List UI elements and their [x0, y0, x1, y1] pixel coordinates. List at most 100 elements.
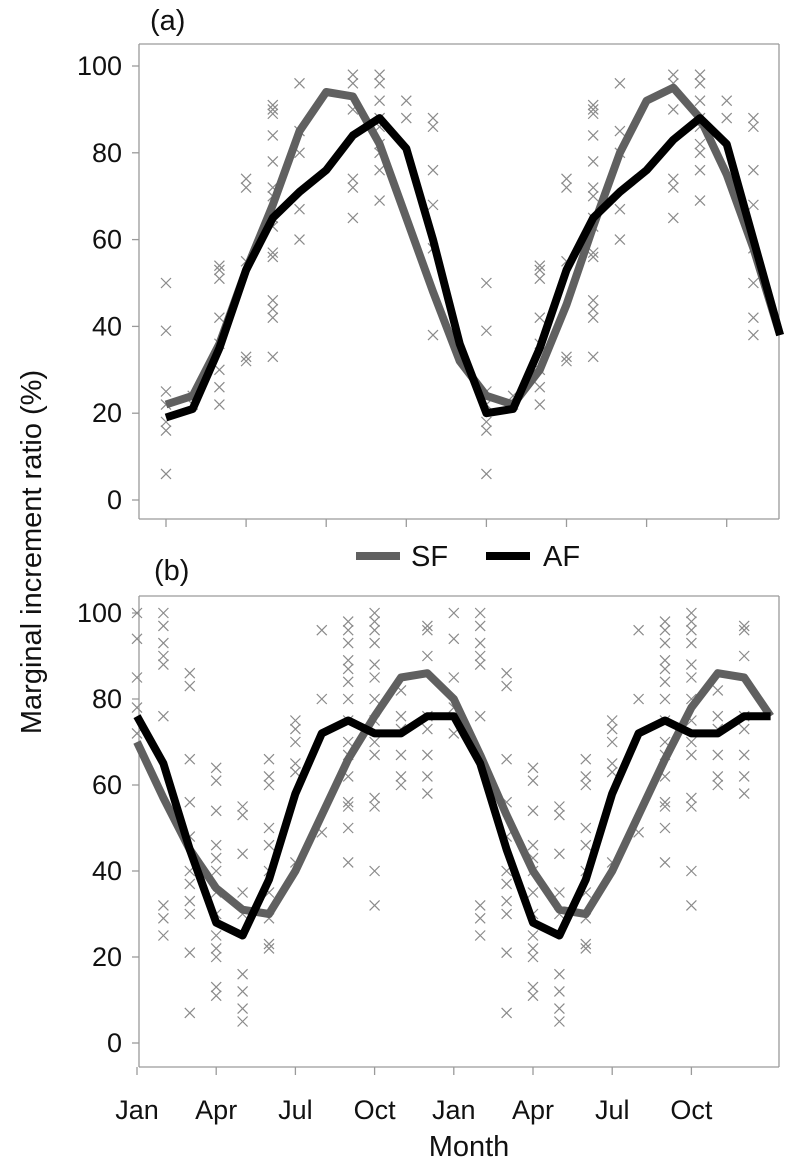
observation-point — [240, 355, 252, 367]
observation-point — [527, 775, 539, 787]
observation-point — [184, 895, 196, 907]
observation-point — [427, 329, 439, 341]
observation-point — [606, 715, 618, 726]
x-axis-tick-labels: Jan Apr Jul Oct Jan Apr Jul Oct — [115, 1095, 713, 1125]
observation-point — [267, 247, 279, 259]
observation-point — [157, 659, 169, 671]
observation-point — [213, 381, 225, 393]
observation-point — [421, 650, 433, 662]
observation-point — [237, 809, 249, 821]
observation-point — [685, 801, 697, 812]
observation-point — [480, 425, 492, 436]
observation-point — [395, 770, 407, 782]
observation-point — [501, 680, 513, 692]
observation-point — [685, 607, 697, 619]
observation-point — [747, 112, 759, 124]
observation-point — [347, 182, 359, 193]
observation-point — [184, 796, 196, 808]
observation-point — [448, 672, 460, 683]
x-tick-label: Jan — [115, 1095, 159, 1125]
observation-point — [474, 659, 486, 671]
observation-point — [685, 624, 697, 636]
observation-point — [480, 468, 492, 480]
observation-point — [694, 69, 706, 81]
observation-point — [267, 312, 279, 324]
observation-point — [553, 887, 565, 898]
observation-point — [342, 801, 354, 812]
series-line-sf — [133, 669, 774, 918]
observation-point — [553, 968, 565, 980]
observation-point — [480, 277, 492, 289]
observation-point — [213, 364, 225, 376]
observation-point — [587, 156, 599, 167]
observation-point — [667, 69, 679, 81]
observation-point — [685, 736, 697, 748]
observation-point — [587, 312, 599, 324]
observation-point — [606, 766, 618, 778]
panel-b-observations — [131, 607, 750, 1027]
observation-point — [374, 164, 386, 176]
observation-point — [474, 930, 486, 941]
observation-point — [527, 805, 539, 817]
observation-point — [369, 693, 381, 705]
observation-point — [374, 195, 386, 206]
observation-point — [131, 607, 143, 619]
observation-point — [395, 710, 407, 722]
observation-point — [369, 607, 381, 619]
observation-point — [553, 1016, 565, 1027]
observation-point — [421, 624, 433, 636]
observation-point — [580, 770, 592, 782]
x-tick-label: Oct — [354, 1095, 397, 1125]
observation-point — [501, 947, 513, 959]
observation-point — [480, 325, 492, 337]
observation-point — [580, 822, 592, 834]
observation-point — [694, 164, 706, 176]
observation-point — [534, 260, 546, 272]
observation-point — [427, 199, 439, 211]
observation-point — [738, 723, 750, 735]
observation-point — [157, 607, 169, 619]
observation-point — [213, 399, 225, 410]
observation-point — [294, 234, 305, 246]
observation-point — [501, 878, 513, 890]
observation-point — [157, 620, 169, 632]
observation-point — [342, 676, 354, 688]
observation-point — [374, 69, 386, 81]
observation-point — [160, 325, 172, 337]
observation-point — [553, 809, 565, 821]
observation-point — [421, 620, 433, 632]
observation-point — [400, 95, 412, 107]
observation-point — [369, 749, 381, 761]
series-line-af — [133, 712, 771, 940]
observation-point — [561, 355, 572, 367]
observation-point — [210, 775, 222, 787]
observation-point — [263, 938, 275, 950]
panel-a-y-tick-label: 60 — [92, 225, 122, 255]
observation-point — [267, 130, 279, 141]
observation-point — [342, 693, 354, 705]
observation-point — [712, 684, 724, 696]
observation-point — [553, 801, 565, 812]
observation-point — [263, 770, 275, 782]
observation-point — [342, 616, 354, 628]
observation-point — [267, 108, 279, 120]
panel-a-y-tick-label: 40 — [92, 311, 122, 341]
observation-point — [400, 112, 412, 124]
observation-point — [237, 1016, 249, 1027]
observation-point — [712, 749, 724, 761]
observation-point — [527, 887, 539, 898]
observation-point — [213, 264, 225, 276]
observation-point — [694, 77, 706, 89]
observation-point — [587, 103, 599, 115]
observation-point — [474, 710, 486, 722]
observation-point — [587, 190, 599, 202]
observation-point — [347, 212, 359, 224]
observation-point — [659, 796, 671, 808]
observation-point — [237, 968, 249, 980]
observation-point — [210, 865, 222, 877]
observation-point — [659, 856, 671, 868]
observation-point — [587, 294, 599, 306]
panel-b-label: (b) — [154, 555, 189, 587]
observation-point — [534, 273, 546, 285]
observation-point — [474, 620, 486, 632]
